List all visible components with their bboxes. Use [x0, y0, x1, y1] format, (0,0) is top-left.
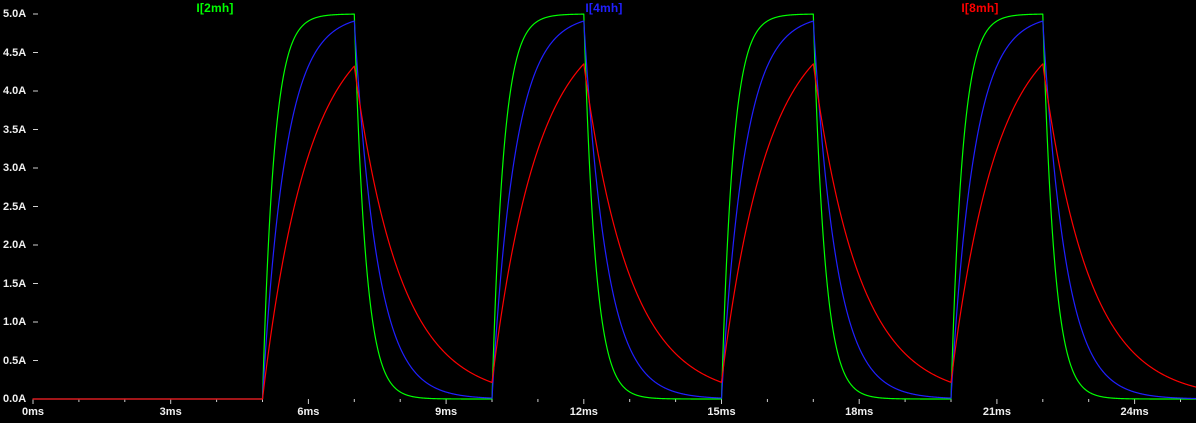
- x-tick-label: 18ms: [845, 406, 874, 418]
- trace-i4mh: [32, 20, 1196, 400]
- y-tick-label: 2.5A: [3, 200, 27, 213]
- waveform-traces: [32, 13, 1196, 400]
- y-tick-label: 3.5A: [3, 123, 27, 136]
- y-tick-label: 1.0A: [3, 316, 27, 328]
- y-tick-label: 3.0A: [3, 162, 27, 174]
- x-tick-label: 15ms: [707, 406, 736, 418]
- trace-label-i2mh[interactable]: I[2mh]: [196, 1, 234, 15]
- y-tick-label: 4.0A: [3, 85, 27, 97]
- x-tick-label: 0ms: [21, 406, 45, 418]
- x-tick-label: 6ms: [297, 406, 320, 418]
- x-tick-label: 9ms: [435, 406, 458, 418]
- y-tick-label: 0.5A: [3, 354, 27, 367]
- y-tick-label: 4.5A: [3, 46, 27, 59]
- y-tick-label: 5.0A: [3, 8, 27, 20]
- trace-label-i8mh[interactable]: I[8mh]: [961, 1, 999, 15]
- x-tick-label: 3ms: [159, 406, 182, 418]
- y-tick-label: 0.0A: [3, 393, 27, 405]
- x-tick-label: 12ms: [569, 406, 598, 418]
- y-tick-label: 1.5A: [3, 277, 27, 290]
- trace-label-i4mh[interactable]: I[4mh]: [585, 1, 623, 15]
- trace-i8mh: [32, 63, 1196, 400]
- x-tick-label: 21ms: [982, 406, 1011, 418]
- y-tick-label: 2.0A: [3, 239, 27, 251]
- x-tick-label: 24ms: [1120, 406, 1149, 418]
- trace-i2mh: [32, 13, 1196, 400]
